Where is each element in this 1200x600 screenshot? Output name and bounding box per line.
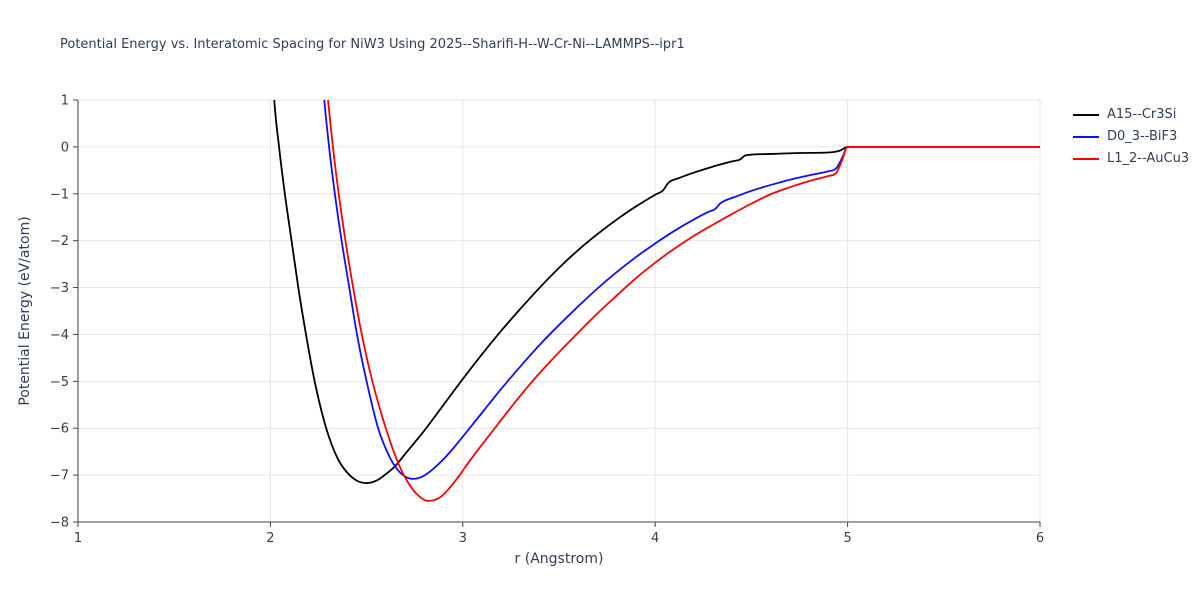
legend-label: D0_3--BiF3 <box>1107 129 1178 144</box>
y-ticks: 1 0 −1 −2 −3 −4 −5 −6 −7 −8 <box>50 94 78 531</box>
x-tick-label: 2 <box>266 531 274 546</box>
series-line-l1-2-aucu3 <box>327 100 1040 502</box>
legend-line-swatch <box>1073 135 1099 138</box>
y-tick-label: −8 <box>50 516 69 531</box>
y-tick-label: −4 <box>50 328 69 343</box>
gridlines <box>77 99 1041 523</box>
legend-label: L1_2--AuCu3 <box>1107 151 1190 166</box>
y-tick-label: −7 <box>50 469 69 484</box>
x-tick-label: 6 <box>1036 531 1044 546</box>
legend-item: L1_2--AuCu3 <box>1073 151 1189 166</box>
legend-item: D0_3--BiF3 <box>1073 129 1189 144</box>
series-line-a15-cr3si <box>273 100 1040 484</box>
y-tick-label: 1 <box>61 94 69 109</box>
y-tick-label: −5 <box>50 375 69 390</box>
y-tick-label: −3 <box>50 281 69 296</box>
series-line-d0-3-bif3 <box>323 100 1040 480</box>
y-tick-label: −2 <box>50 234 69 249</box>
y-tick-label: −6 <box>50 422 69 437</box>
x-tick-label: 1 <box>74 531 82 546</box>
x-axis-label: r (Angstrom) <box>514 551 604 567</box>
y-tick-label: 0 <box>61 140 69 155</box>
legend: A15--Cr3Si D0_3--BiF3 L1_2--AuCu3 <box>1073 107 1189 166</box>
legend-line-swatch <box>1073 157 1099 160</box>
x-tick-label: 4 <box>651 531 659 546</box>
legend-line-swatch <box>1073 113 1099 116</box>
x-tick-label: 5 <box>843 531 851 546</box>
axes-spines <box>77 100 1040 523</box>
legend-item: A15--Cr3Si <box>1073 107 1189 122</box>
chart-title: Potential Energy vs. Interatomic Spacing… <box>60 37 685 52</box>
legend-label: A15--Cr3Si <box>1107 107 1177 122</box>
y-tick-label: −1 <box>50 187 69 202</box>
x-ticks: 1 2 3 4 5 6 <box>74 522 1044 546</box>
x-tick-label: 3 <box>459 531 467 546</box>
